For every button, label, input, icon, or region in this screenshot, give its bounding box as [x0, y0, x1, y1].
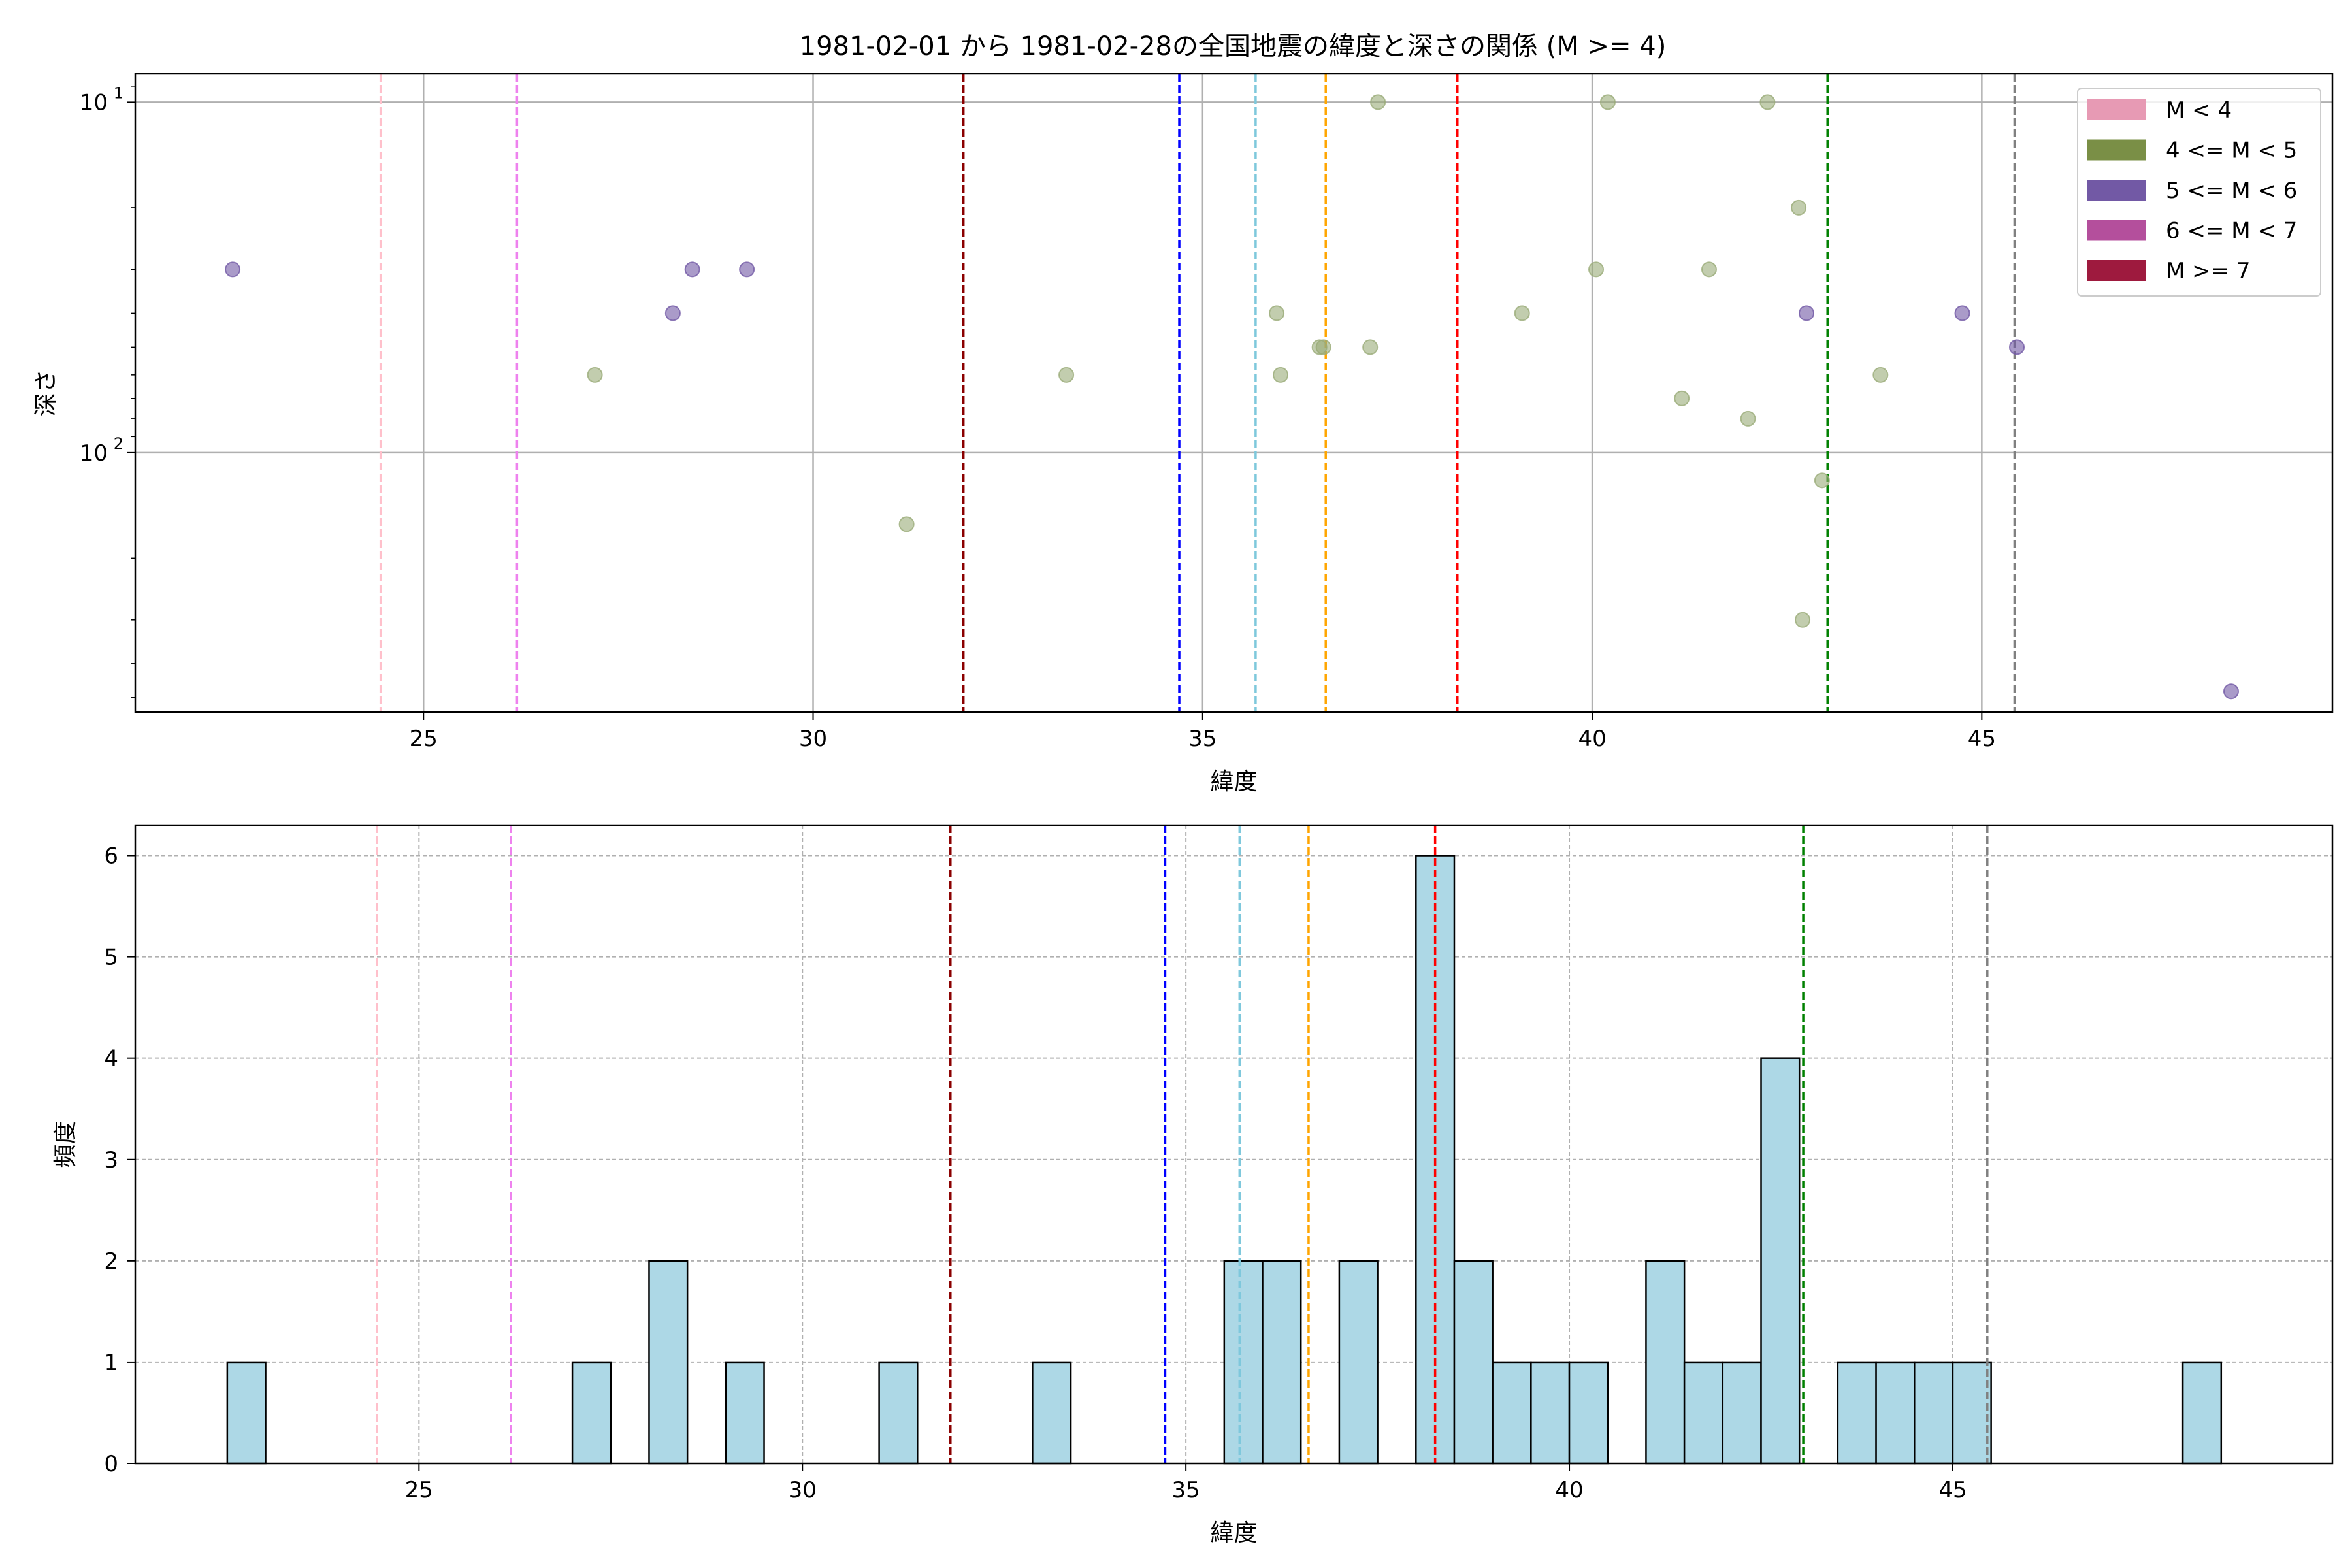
histogram-bar: [1530, 1361, 1571, 1465]
scatter-point: [1954, 305, 1970, 321]
scatter-point: [1315, 339, 1331, 355]
legend-label: M >= 7: [2166, 258, 2251, 284]
scatter-point: [1814, 472, 1830, 489]
legend-label: 5 <= M < 6: [2166, 178, 2297, 204]
y-tick-label: 10: [80, 440, 108, 466]
x-tick-label: 45: [1968, 726, 1996, 752]
legend-swatch: [2087, 139, 2146, 161]
y-axis-label: 頻度: [52, 1120, 79, 1168]
x-tick-label: 40: [1555, 1477, 1583, 1503]
y-tick-label: 5: [104, 945, 118, 971]
legend-swatch: [2087, 180, 2146, 201]
scatter-point: [739, 261, 755, 278]
scatter-point: [1701, 261, 1717, 278]
scatter-point: [587, 367, 603, 383]
scatter-point: [1058, 367, 1075, 383]
scatter-point: [1799, 305, 1815, 321]
x-axis-label: 緯度: [1210, 768, 1257, 795]
figure-title: 1981-02-01 から 1981-02-28の全国地震の緯度と深さの関係 (…: [800, 31, 1667, 61]
scatter-point: [225, 261, 241, 278]
y-tick-label: 3: [104, 1147, 118, 1173]
legend: M < 4 4 <= M < 5 5 <= M < 6 6 <= M < 7 M >= …: [2077, 88, 2321, 297]
scatter-point: [1370, 94, 1386, 110]
x-tick-label: 25: [405, 1477, 433, 1503]
histogram-bar: [1760, 1057, 1801, 1465]
scatter-point: [1362, 339, 1379, 355]
legend-swatch: [2087, 220, 2146, 241]
scatter-point: [1795, 612, 1811, 628]
scatter-point: [1674, 390, 1690, 406]
y-tick-exponent: 1: [114, 84, 123, 102]
scatter-panel: 25 30 35 40 45 10 1 10 2 緯度 深さ M < 4 4 <= M < 5 5 <= …: [33, 73, 2334, 795]
x-tick-label: 25: [410, 726, 438, 752]
histogram-bar: [1568, 1361, 1609, 1465]
scatter-point: [2223, 683, 2239, 700]
histogram-bar: [1032, 1361, 1072, 1465]
histogram-bar: [1645, 1260, 1686, 1465]
y-tick-label: 0: [104, 1451, 118, 1477]
scatter-point: [2009, 339, 2025, 355]
scatter-point: [898, 516, 915, 532]
scatter-point: [1588, 261, 1605, 278]
y-axis-label: 深さ: [33, 369, 59, 416]
histogram-axes-frame: [134, 824, 2334, 1465]
histogram-bar: [1492, 1361, 1532, 1465]
x-tick-label: 35: [1188, 726, 1217, 752]
y-tick-label: 2: [104, 1249, 118, 1275]
legend-label: 4 <= M < 5: [2166, 138, 2297, 164]
histogram-bar: [1223, 1260, 1264, 1465]
histogram-bar: [648, 1260, 689, 1465]
x-tick-label: 35: [1172, 1477, 1200, 1503]
scatter-axes-frame: [134, 73, 2334, 713]
scatter-point: [1273, 367, 1289, 383]
x-axis-label: 緯度: [1210, 1520, 1257, 1546]
histogram-bar: [1914, 1361, 1954, 1465]
legend-swatch: [2087, 260, 2146, 281]
scatter-point: [1599, 94, 1616, 110]
scatter-point: [1791, 199, 1807, 216]
y-tick-label: 6: [104, 843, 118, 870]
histogram-bar: [1338, 1260, 1379, 1465]
histogram-bar: [571, 1361, 612, 1465]
legend-label: M < 4: [2166, 97, 2232, 123]
y-tick-label: 1: [104, 1350, 118, 1376]
y-tick-exponent: 2: [114, 434, 123, 453]
legend-swatch: [2087, 99, 2146, 120]
histogram-bar: [2181, 1361, 2223, 1465]
histogram-bar: [1837, 1361, 1877, 1465]
histogram-bar: [1952, 1361, 1992, 1465]
scatter-point: [1269, 305, 1285, 321]
histogram-bar: [1262, 1260, 1302, 1465]
x-tick-label: 45: [1938, 1477, 1967, 1503]
scatter-point: [1514, 305, 1530, 321]
scatter-point: [1759, 94, 1776, 110]
scatter-point: [664, 305, 681, 321]
legend-label: 6 <= M < 7: [2166, 218, 2297, 244]
y-tick-label: 10: [80, 90, 108, 116]
histogram-bar: [725, 1361, 765, 1465]
scatter-point: [1740, 410, 1756, 427]
histogram-bar: [1683, 1361, 1724, 1465]
histogram-bar: [226, 1361, 267, 1465]
x-tick-label: 30: [789, 1477, 817, 1503]
x-tick-label: 40: [1578, 726, 1606, 752]
scatter-point: [1872, 367, 1889, 383]
histogram-bar: [1453, 1260, 1494, 1465]
scatter-point: [684, 261, 700, 278]
histogram-bar: [1722, 1361, 1762, 1465]
histogram-bar: [1875, 1361, 1916, 1465]
y-tick-label: 4: [104, 1046, 118, 1072]
histogram-bar: [878, 1361, 919, 1465]
x-tick-label: 30: [799, 726, 827, 752]
